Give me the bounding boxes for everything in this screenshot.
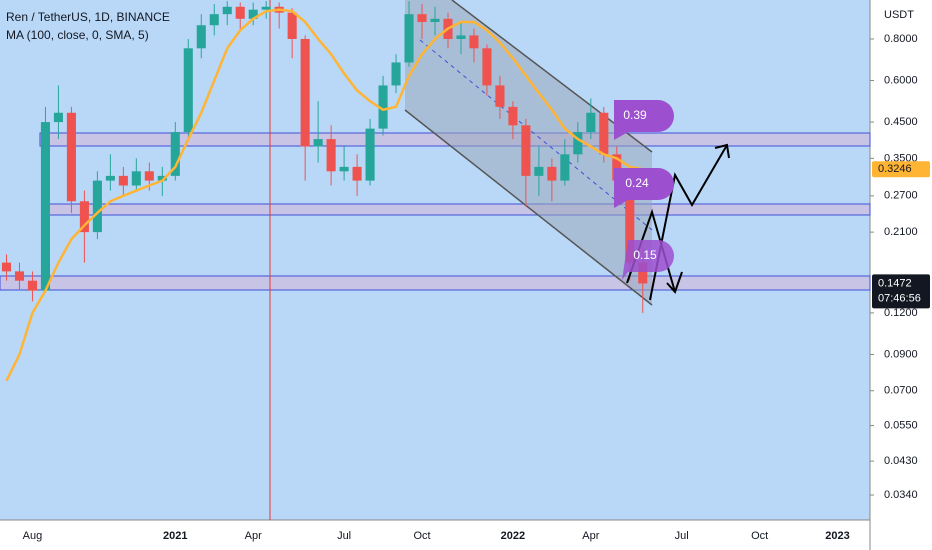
candle-body [534,166,544,176]
candle-body [248,9,258,19]
candle-body [261,6,271,10]
candle-body [404,14,414,63]
candle-body [79,201,89,233]
x-tick-label: 2023 [825,530,849,542]
y-tick-label: 0.6000 [884,74,918,86]
x-tick-label: 2022 [501,530,525,542]
candle-body [313,139,323,147]
callout [614,100,674,140]
y-tick-label: 0.1200 [884,307,918,319]
candle-body [430,18,440,22]
candle-body [118,175,128,186]
y-tick-label: 0.0700 [884,385,918,397]
candle-body [560,154,570,181]
zone [0,275,871,291]
candle-body [417,14,427,22]
candle-body [53,112,63,123]
callout [614,168,674,208]
price-badge [872,274,930,309]
candle-body [391,62,401,86]
candle-body [131,171,141,186]
candle-body [469,35,479,49]
y-tick-label: 0.2100 [884,226,918,238]
candle-body [300,38,310,147]
y-tick-label: 0.4500 [884,116,918,128]
candle-body [573,132,583,155]
candle-body [599,112,609,155]
x-tick-label: Apr [582,530,599,542]
x-tick-label: Oct [751,530,768,542]
zone [46,203,871,216]
time-axis [0,520,870,550]
x-tick-label: Jul [337,530,351,542]
candle-body [1,262,12,272]
ma-layer [5,8,643,382]
x-tick-label: Aug [23,530,43,542]
x-tick-label: Jul [675,530,689,542]
ma-badge-label: 0.3246 [878,163,912,175]
callout-label: 0.15 [633,248,657,262]
candle-body [586,112,596,133]
countdown: 07:46:56 [878,292,921,304]
ma-line [5,8,643,382]
candle-body [638,262,648,284]
candle-body [326,139,336,172]
candle-body [92,180,102,233]
candle-body [222,6,232,15]
candle-body [339,166,349,172]
callout [622,240,674,280]
unit-label: USDT [884,9,914,21]
y-tick-label: 0.0430 [884,455,918,467]
y-tick-label: 0.0550 [884,419,918,431]
y-tick-label: 0.0340 [884,489,918,501]
indicator-label: MA (100, close, 0, SMA, 5) [6,28,149,42]
chart-title: Ren / TetherUS, 1D, BINANCE [6,10,170,24]
y-tick-label: 0.2700 [884,190,918,202]
candle-body [378,85,388,129]
arrow [649,143,730,301]
candle-body [209,14,219,26]
candle-body [40,122,50,291]
x-tick-label: Apr [245,530,262,542]
candle-body [612,154,622,181]
y-tick-label: 0.8000 [884,33,918,45]
channel-line [404,109,653,306]
candle-body [66,112,76,202]
candle-body [14,271,25,281]
candle-body [352,166,362,181]
candle-body [521,125,531,176]
candle-body [183,48,193,133]
price-badge-label: 0.1472 [878,277,912,289]
y-tick-label: 0.0900 [884,348,918,360]
candle-body [157,175,167,181]
drawings-front: 0.39 0.24 0.15 [614,100,730,301]
candle-body [170,132,180,176]
candle-body [105,175,115,181]
callout-label: 0.39 [623,108,647,122]
candle-body [482,48,492,86]
candle-body [144,171,154,181]
ma-badge [872,161,930,178]
candle-body [365,128,375,181]
candle-body [495,85,505,107]
candle-body [27,280,38,291]
candles [1,1,648,313]
candle-body [456,35,466,39]
candle-body [625,180,635,263]
x-tick-label: Oct [413,530,430,542]
candle-body [547,166,557,181]
axes: 0.80000.60000.45000.35000.27000.21000.12… [23,33,930,542]
candle-body [235,6,245,19]
candle-body [508,106,518,126]
candle-body [196,25,206,49]
callout-label: 0.24 [625,176,649,190]
candle-body [287,12,297,39]
channel-mid [419,39,653,231]
x-tick-label: 2021 [163,530,187,542]
